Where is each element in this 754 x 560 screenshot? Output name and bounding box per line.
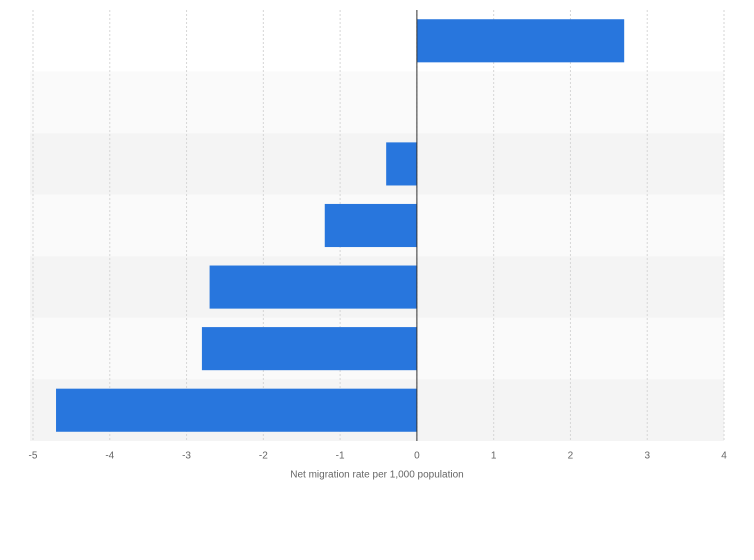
x-tick-label: -3 (182, 451, 191, 462)
bar (56, 388, 417, 432)
bar (209, 265, 417, 309)
bar (386, 142, 417, 186)
x-axis-label: Net migration rate per 1,000 population (290, 470, 463, 481)
row-band (30, 71, 724, 134)
x-tick-label: -5 (29, 451, 38, 462)
x-tick-label: -4 (105, 451, 114, 462)
bar (324, 203, 417, 248)
x-tick-label: 3 (644, 451, 650, 462)
row-band (30, 133, 724, 195)
x-tick-label: -1 (336, 451, 345, 462)
x-tick-label: -2 (259, 451, 268, 462)
bar (416, 19, 625, 63)
x-tick-label: 2 (568, 451, 574, 462)
x-tick-label: 1 (491, 451, 497, 462)
x-tick-label: 4 (721, 451, 727, 462)
bar (201, 327, 417, 371)
x-tick-label: 0 (414, 451, 420, 462)
